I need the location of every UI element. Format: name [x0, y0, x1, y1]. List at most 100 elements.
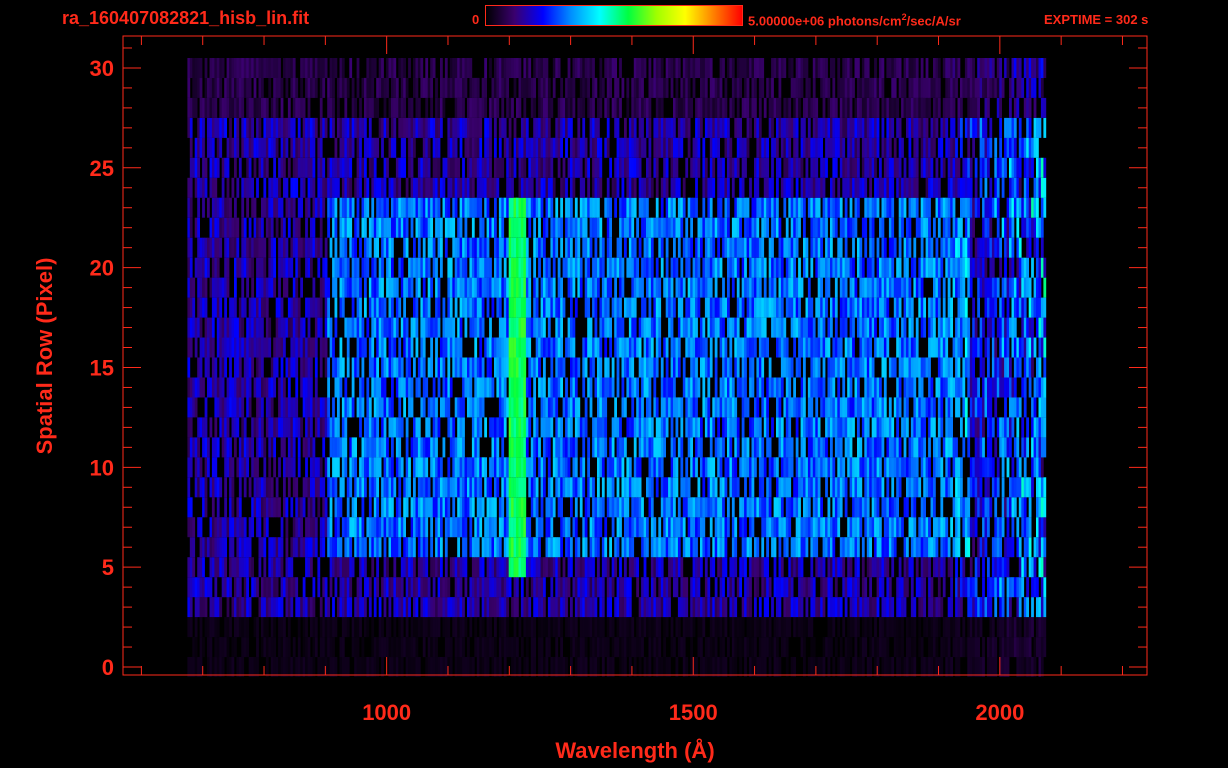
heatmap-cell	[525, 437, 529, 458]
heatmap-cell	[408, 657, 411, 677]
heatmap-cell	[731, 377, 735, 398]
heatmap-cell	[547, 617, 551, 638]
heatmap-cell	[391, 377, 394, 398]
heatmap-cell	[400, 417, 404, 438]
heatmap-cell	[724, 557, 728, 578]
heatmap-cell	[754, 597, 757, 618]
heatmap-cell	[268, 377, 272, 398]
heatmap-cell	[283, 617, 286, 638]
heatmap-cell	[498, 397, 502, 418]
heatmap-cell	[628, 357, 632, 378]
heatmap-cell	[599, 497, 603, 518]
heatmap-cell	[741, 537, 745, 558]
heatmap-cell	[530, 557, 534, 578]
heatmap-cell	[530, 437, 534, 458]
heatmap-cell	[624, 537, 627, 558]
heatmap-cell	[776, 637, 779, 658]
heatmap-cell	[979, 497, 983, 518]
heatmap-cell	[442, 577, 446, 598]
heatmap-cell	[562, 477, 566, 498]
heatmap-cell	[839, 357, 843, 378]
heatmap-cell	[457, 357, 460, 378]
heatmap-cell	[189, 517, 193, 538]
heatmap-cell	[560, 617, 563, 638]
heatmap-cell	[1040, 597, 1044, 618]
heatmap-cell	[570, 337, 573, 358]
heatmap-cell	[378, 457, 382, 478]
heatmap-cell	[474, 637, 478, 658]
heatmap-cell	[518, 317, 522, 338]
heatmap-cell	[236, 557, 240, 578]
heatmap-cell	[263, 617, 267, 638]
heatmap-cell	[307, 537, 311, 558]
heatmap-cell	[310, 417, 313, 438]
heatmap-cell	[322, 577, 326, 598]
heatmap-cell	[285, 577, 289, 598]
heatmap-cell	[901, 617, 904, 638]
heatmap-cell	[1031, 397, 1034, 418]
heatmap-cell	[287, 437, 291, 458]
heatmap-cell	[761, 297, 765, 318]
heatmap-cell	[413, 657, 416, 677]
heatmap-cell	[825, 397, 828, 418]
heatmap-cell	[489, 497, 492, 518]
heatmap-cell	[650, 517, 654, 538]
heatmap-cell	[827, 597, 831, 618]
heatmap-cell	[295, 417, 299, 438]
heatmap-cell	[886, 497, 890, 518]
heatmap-cell	[486, 577, 490, 598]
heatmap-cell	[1021, 437, 1025, 458]
heatmap-cell	[422, 497, 426, 518]
heatmap-cell	[903, 597, 907, 618]
heatmap-cell	[945, 657, 949, 677]
heatmap-cell	[680, 637, 684, 658]
heatmap-cell	[807, 457, 811, 478]
heatmap-cell	[871, 557, 875, 578]
heatmap-cell	[489, 637, 492, 658]
heatmap-cell	[643, 337, 647, 358]
heatmap-cell	[937, 437, 941, 458]
heatmap-cell	[964, 337, 968, 358]
heatmap-cell	[440, 557, 443, 578]
heatmap-cell	[780, 357, 784, 378]
heatmap-cell	[356, 297, 360, 318]
heatmap-cell	[518, 497, 522, 518]
heatmap-cell	[280, 377, 284, 398]
heatmap-cell	[197, 277, 200, 298]
heatmap-cell	[898, 477, 902, 498]
heatmap-cell	[459, 337, 463, 358]
heatmap-cell	[1001, 357, 1005, 378]
heatmap-cell	[263, 457, 267, 478]
heatmap-cell	[913, 657, 917, 677]
heatmap-cell	[364, 537, 367, 558]
heatmap-cell	[285, 537, 289, 558]
heatmap-cell	[476, 457, 480, 478]
heatmap-cell	[815, 457, 819, 478]
heatmap-cell	[334, 617, 338, 638]
heatmap-cell	[682, 477, 686, 498]
heatmap-cell	[1028, 297, 1032, 318]
heatmap-cell	[987, 497, 990, 518]
heatmap-cell	[327, 537, 330, 558]
heatmap-cell	[214, 557, 218, 578]
heatmap-cell	[359, 397, 362, 418]
heatmap-cell	[351, 497, 355, 518]
heatmap-cell	[690, 497, 693, 518]
heatmap-cell	[673, 477, 676, 498]
heatmap-cell	[857, 417, 860, 438]
heatmap-cell	[619, 637, 622, 658]
heatmap-cell	[297, 597, 301, 618]
heatmap-cell	[312, 537, 316, 558]
heatmap-cell	[437, 497, 441, 518]
heatmap-cell	[552, 657, 556, 677]
heatmap-cell	[322, 517, 326, 538]
heatmap-cell	[935, 657, 939, 677]
heatmap-cell	[810, 397, 814, 418]
heatmap-cell	[417, 497, 421, 518]
heatmap-cell	[403, 637, 406, 658]
heatmap-cell	[604, 557, 608, 578]
heatmap-cell	[886, 537, 890, 558]
heatmap-cell	[364, 457, 367, 478]
heatmap-cell	[606, 317, 610, 338]
heatmap-cell	[381, 617, 384, 638]
